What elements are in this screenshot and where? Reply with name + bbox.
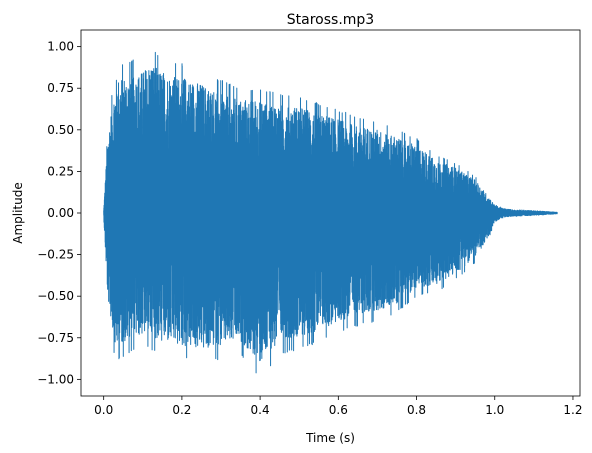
x-tick-label: 0.2 xyxy=(172,403,191,417)
x-tick-label: 0.4 xyxy=(251,403,270,417)
y-tick-label: −1.00 xyxy=(37,372,74,386)
x-tick-label: 1.2 xyxy=(563,403,582,417)
y-axis-label: Amplitude xyxy=(11,182,25,244)
x-tick-label: 0.8 xyxy=(407,403,426,417)
plot-area xyxy=(103,51,558,374)
y-tick-label: 0.75 xyxy=(47,81,74,95)
x-tick-label: 0.6 xyxy=(329,403,348,417)
y-tick-label: 0.25 xyxy=(47,164,74,178)
y-tick-label: 0.50 xyxy=(47,123,74,137)
x-tick-label: 0.0 xyxy=(94,403,113,417)
y-tick-label: −0.50 xyxy=(37,289,74,303)
y-tick-label: 1.00 xyxy=(47,40,74,54)
y-tick-label: −0.25 xyxy=(37,248,74,262)
x-axis-label: Time (s) xyxy=(305,431,355,445)
x-tick-label: 1.0 xyxy=(485,403,504,417)
y-tick-label: −0.75 xyxy=(37,331,74,345)
chart-title: Staross.mp3 xyxy=(287,12,374,28)
x-axis: 0.0 0.2 0.4 0.6 0.8 1.0 1.2 xyxy=(94,396,583,417)
y-axis: −1.00 −0.75 −0.50 −0.25 0.00 0.25 0.50 0.75 1.00 xyxy=(37,40,81,386)
y-tick-label: 0.00 xyxy=(47,206,74,220)
waveform-line xyxy=(103,51,558,374)
